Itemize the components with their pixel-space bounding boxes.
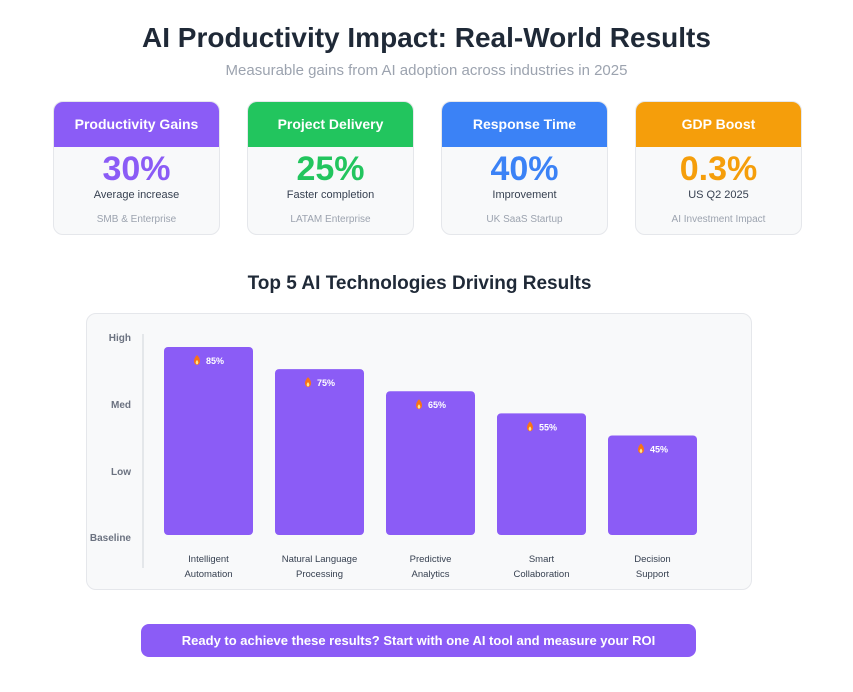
- stat-card-delivery: Project Delivery 25% Faster completion L…: [247, 101, 414, 235]
- x-tick-label: Automation: [184, 569, 232, 580]
- stat-card-response: Response Time 40% Improvement UK SaaS St…: [441, 101, 608, 235]
- stat-card-source: LATAM Enterprise: [290, 214, 371, 225]
- chart-title: Top 5 AI Technologies Driving Results: [247, 273, 592, 294]
- bar-value-label: 75%: [317, 378, 335, 388]
- stat-card-caption: US Q2 2025: [688, 189, 749, 201]
- bar-chart-panel: High Med Low Baseline 85% Intelligent Automati…: [86, 313, 752, 590]
- stat-card-value: 40%: [490, 150, 559, 188]
- stat-card-value: 30%: [102, 150, 171, 188]
- page-subtitle: Measurable gains from AI adoption across…: [225, 62, 628, 79]
- fire-icon-inner: [639, 448, 643, 453]
- page-title: AI Productivity Impact: Real-World Resul…: [142, 22, 711, 53]
- stat-card-source: UK SaaS Startup: [486, 214, 563, 225]
- fire-icon-inner: [306, 382, 310, 387]
- stat-card-caption: Faster completion: [286, 189, 375, 201]
- bar: [608, 435, 697, 535]
- stat-card-productivity: Productivity Gains 30% Average increase …: [53, 101, 220, 235]
- bar: [164, 347, 253, 535]
- stat-card-caption: Average increase: [93, 189, 180, 201]
- fire-icon-inner: [417, 404, 421, 409]
- x-tick-label: Smart: [529, 554, 555, 565]
- y-tick-label: High: [109, 333, 131, 344]
- x-tick-label: Processing: [296, 569, 343, 580]
- x-tick-label: Analytics: [411, 569, 449, 580]
- x-tick-label: Support: [636, 569, 670, 580]
- bar: [275, 369, 364, 535]
- stat-card-gdp: GDP Boost 0.3% US Q2 2025 AI Investment …: [635, 101, 802, 235]
- stat-card-value: 0.3%: [679, 150, 758, 188]
- fire-icon-inner: [195, 360, 199, 365]
- bar-chart: High Med Low Baseline 85% Intelligent Automati…: [90, 333, 697, 580]
- bar-value-label: 45%: [650, 444, 668, 454]
- cta-button[interactable]: Ready to achieve these results? Start wi…: [141, 624, 696, 657]
- bar: [497, 413, 586, 535]
- stat-card-header: Productivity Gains: [54, 102, 219, 147]
- stat-card-source: AI Investment Impact: [671, 214, 766, 225]
- fire-icon: [527, 421, 533, 432]
- fire-icon-inner: [528, 426, 532, 431]
- x-tick-label: Natural Language: [282, 554, 358, 565]
- bar-value-label: 85%: [206, 356, 224, 366]
- x-tick-label: Collaboration: [514, 569, 570, 580]
- stat-card-source: SMB & Enterprise: [96, 214, 177, 225]
- stat-card-value: 25%: [296, 150, 365, 188]
- x-tick-label: Decision: [634, 554, 670, 565]
- stat-card-caption: Improvement: [492, 189, 557, 201]
- x-tick-label: Intelligent: [188, 554, 229, 565]
- stat-card-header: Response Time: [442, 102, 607, 147]
- bar-value-label: 65%: [428, 400, 446, 410]
- y-tick-label: Med: [111, 400, 131, 411]
- bar-value-label: 55%: [539, 422, 557, 432]
- x-tick-label: Predictive: [410, 554, 452, 565]
- bar: [386, 391, 475, 535]
- y-tick-label: Baseline: [90, 533, 132, 544]
- stat-card-header: Project Delivery: [248, 102, 413, 147]
- y-tick-label: Low: [111, 467, 131, 478]
- stat-card-header: GDP Boost: [636, 102, 801, 147]
